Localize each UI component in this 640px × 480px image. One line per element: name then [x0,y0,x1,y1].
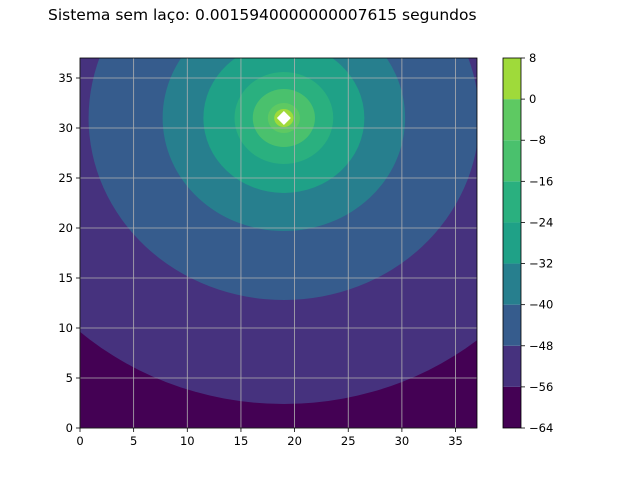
colorbar-band [503,181,521,223]
y-tick-label: 25 [58,171,73,185]
x-tick-label: 35 [448,434,463,448]
y-tick-label: 5 [66,371,73,385]
y-tick-label: 35 [58,71,73,85]
colorbar-tick-label: 0 [529,92,536,106]
colorbar-band [503,58,521,100]
colorbar-frame [502,57,522,429]
colorbar: 8 0 −8 −16 −24 −32 −40 −48 −56 −64 [502,51,553,435]
colorbar-tick-label: −16 [529,174,553,188]
x-axis-ticks: 0 5 10 15 20 25 30 35 [76,428,463,448]
x-tick-label: 0 [76,434,83,448]
x-tick-label: 10 [180,434,195,448]
contour-fill-group [80,58,477,428]
colorbar-band [503,140,521,182]
colorbar-band [503,304,521,346]
colorbar-bands [503,58,521,428]
x-tick-label: 15 [234,434,249,448]
chart-title: Sistema sem laço: 0.0015940000000007615 … [48,6,477,24]
colorbar-band [503,99,521,141]
x-tick-label: 25 [341,434,356,448]
colorbar-tick-label: −8 [529,133,546,147]
colorbar-tick-label: −56 [529,380,553,394]
colorbar-tick-label: −64 [529,421,553,435]
colorbar-tick-label: −24 [529,215,553,229]
x-tick-label: 5 [130,434,137,448]
colorbar-band [503,386,521,428]
y-tick-label: 15 [58,271,73,285]
colorbar-band [503,263,521,305]
colorbar-tick-label: 8 [529,51,536,65]
y-axis-ticks: 0 5 10 15 20 25 30 35 [58,71,80,435]
x-tick-label: 20 [287,434,302,448]
source-diamond [276,111,291,125]
x-tick-label: 30 [395,434,410,448]
source-marker [276,111,291,125]
y-tick-label: 20 [58,221,73,235]
colorbar-tick-label: −40 [529,298,553,312]
plot-frame [79,57,478,429]
y-tick-label: 30 [58,121,73,135]
y-tick-label: 0 [66,421,73,435]
y-tick-label: 10 [58,321,73,335]
colorbar-tick-label: −48 [529,339,553,353]
plot-area: 0 5 10 15 20 25 30 35 0 5 10 15 20 25 30 35 [58,57,478,448]
colorbar-band [503,222,521,264]
colorbar-tick-label: −32 [529,257,553,271]
colorbar-band [503,345,521,387]
colorbar-ticks: 8 0 −8 −16 −24 −32 −40 −48 −56 −64 [521,51,553,435]
